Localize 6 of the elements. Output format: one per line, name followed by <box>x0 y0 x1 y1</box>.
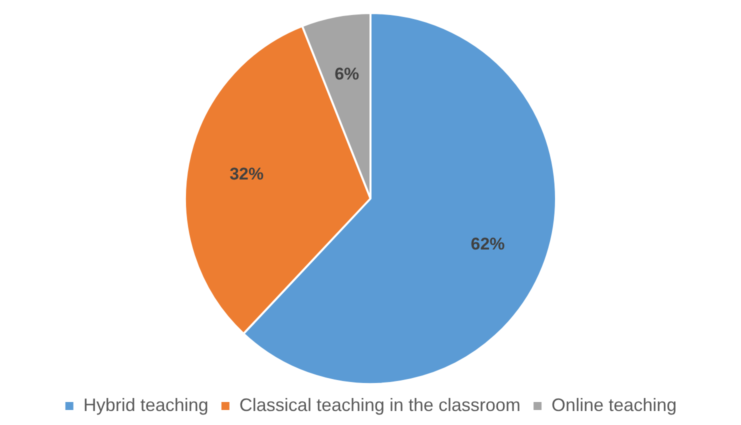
legend-label: Classical teaching in the classroom <box>239 394 521 415</box>
legend-label: Hybrid teaching <box>83 394 208 415</box>
data-label: 6% <box>334 64 360 84</box>
legend-label: Online teaching <box>552 394 677 415</box>
data-label: 32% <box>230 164 264 184</box>
data-label: 62% <box>470 234 505 254</box>
